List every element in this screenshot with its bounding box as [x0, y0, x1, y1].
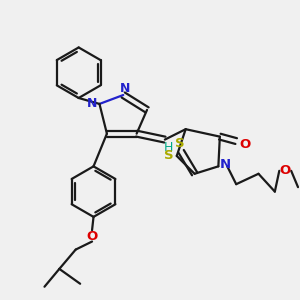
Text: H: H [164, 141, 173, 154]
Text: O: O [239, 138, 250, 151]
Text: S: S [175, 137, 184, 150]
Text: O: O [280, 164, 291, 177]
Text: N: N [220, 158, 231, 171]
Text: N: N [87, 98, 97, 110]
Text: S: S [164, 149, 173, 162]
Text: O: O [86, 230, 98, 243]
Text: N: N [119, 82, 130, 95]
